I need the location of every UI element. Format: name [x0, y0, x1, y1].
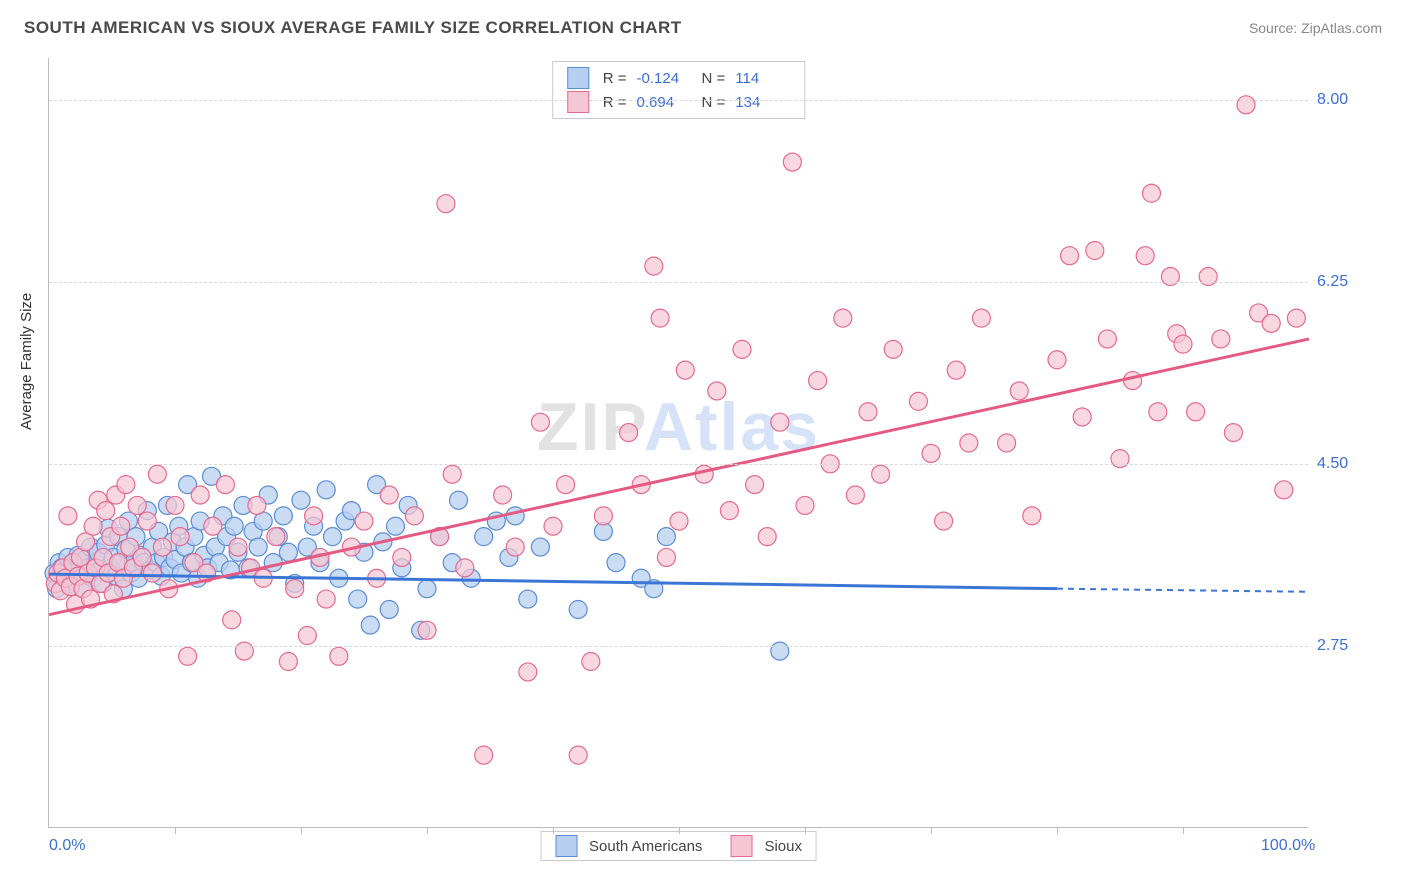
y-tick-label: 4.50 — [1317, 455, 1348, 473]
y-axis-label: Average Family Size — [18, 293, 35, 430]
stats-row: R = -0.124N = 114 — [567, 66, 791, 90]
legend-box: South Americans Sioux — [540, 831, 817, 861]
y-tick-label: 6.25 — [1317, 273, 1348, 291]
x-tick-label: 100.0% — [1261, 837, 1315, 855]
source-link[interactable]: ZipAtlas.com — [1301, 20, 1382, 36]
stats-row: R = 0.694N = 134 — [567, 90, 791, 114]
chart-svg — [49, 58, 1309, 828]
plot-area: ZIPAtlas R = -0.124N = 114R = 0.694N = 1… — [48, 58, 1358, 828]
stats-box: R = -0.124N = 114R = 0.694N = 134 — [552, 61, 806, 119]
source-label: Source: ZipAtlas.com — [1249, 20, 1382, 36]
legend-item: South Americans — [555, 835, 702, 857]
chart-title: SOUTH AMERICAN VS SIOUX AVERAGE FAMILY S… — [24, 18, 682, 38]
y-tick-label: 2.75 — [1317, 637, 1348, 655]
x-tick-label: 0.0% — [49, 837, 85, 855]
legend-item: Sioux — [730, 835, 802, 857]
y-tick-label: 8.00 — [1317, 91, 1348, 109]
